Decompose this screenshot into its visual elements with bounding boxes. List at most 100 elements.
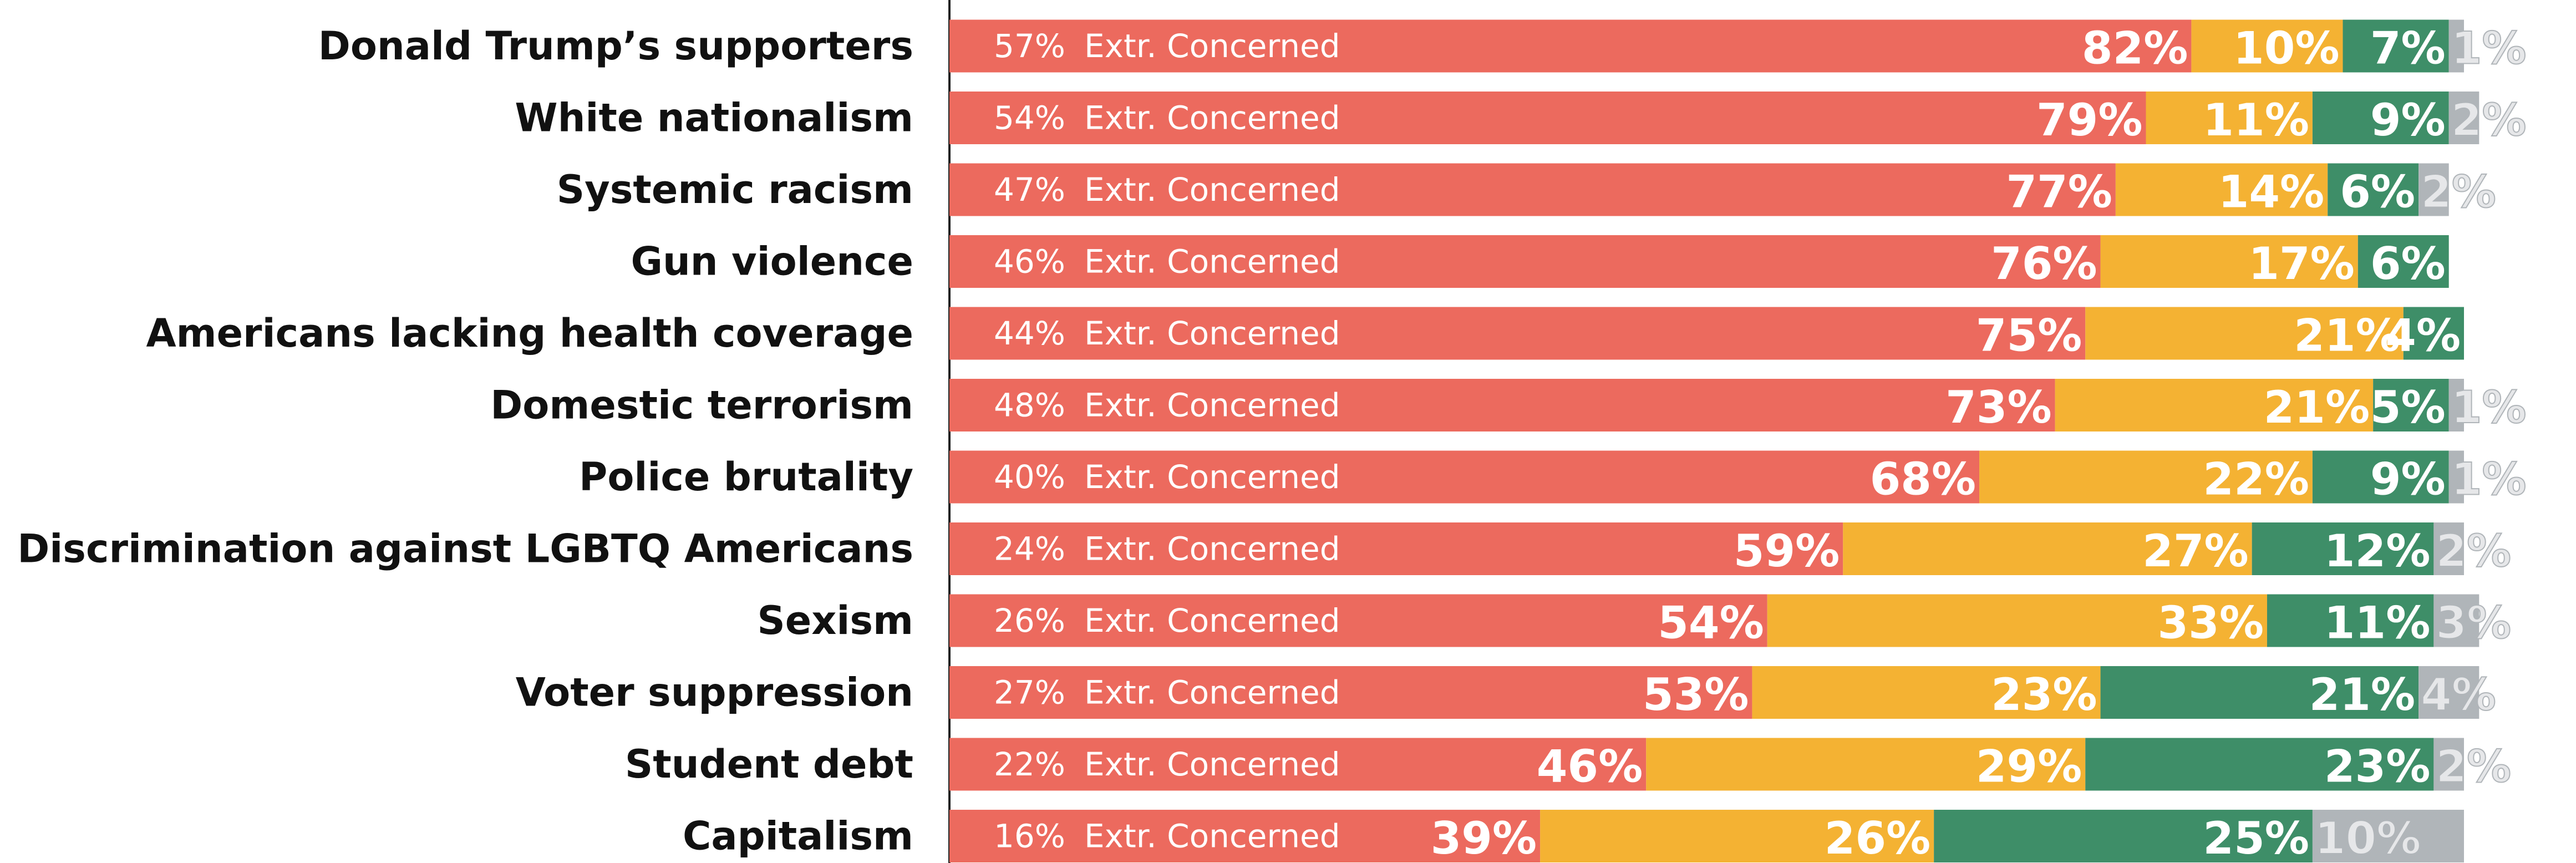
extr-concerned-label: Extr. Concerned — [1084, 27, 1340, 65]
bar-segment — [2312, 92, 2449, 144]
value-label: 29% — [1976, 741, 2082, 793]
category-label: Sexism — [757, 598, 913, 643]
extr-concerned-label: Extr. Concerned — [1084, 602, 1340, 639]
value-label: 33% — [2157, 597, 2263, 649]
extr-concerned-value: 26% — [994, 602, 1065, 639]
value-label: 59% — [1734, 525, 1840, 577]
value-label: 27% — [2142, 525, 2248, 577]
bar-segment — [2448, 450, 2464, 504]
category-label: Domestic terrorism — [490, 383, 913, 428]
value-label: 73% — [1945, 382, 2051, 433]
extr-concerned-label: Extr. Concerned — [1084, 674, 1340, 712]
bar-segment — [1934, 810, 2313, 862]
extr-concerned-value: 24% — [994, 530, 1065, 568]
bar-segment — [949, 163, 2116, 216]
bar-segment — [2448, 19, 2464, 73]
extr-concerned-value: 22% — [994, 745, 1065, 783]
extr-concerned-label: Extr. Concerned — [1084, 745, 1340, 783]
category-label: Gun violence — [631, 239, 913, 285]
value-label: 6% — [2370, 238, 2446, 290]
category-label: Donald Trump’s supporters — [318, 23, 913, 69]
bar-segment — [2357, 235, 2449, 288]
bar-segment — [1843, 522, 2252, 575]
value-label: 5% — [2370, 382, 2446, 433]
value-label: 3% — [2436, 597, 2511, 649]
bar-segment — [2312, 810, 2464, 862]
bar-segment — [2312, 450, 2449, 504]
extr-concerned-value: 47% — [994, 171, 1065, 209]
value-label: 77% — [2006, 166, 2112, 218]
bar-segment — [2448, 92, 2480, 144]
value-label: 53% — [1643, 669, 1749, 720]
bar-segment — [949, 594, 1767, 647]
extr-concerned-value: 27% — [994, 674, 1065, 712]
bar-segment — [2419, 666, 2480, 719]
value-label: 25% — [2203, 813, 2309, 863]
bar-segment — [949, 450, 1980, 504]
extr-concerned-label: Extr. Concerned — [1084, 171, 1340, 209]
value-label: 12% — [2324, 525, 2430, 577]
bar-segment — [1979, 450, 2313, 504]
value-label: 2% — [2436, 525, 2511, 577]
category-label: Police brutality — [579, 454, 913, 500]
value-label: 4% — [2421, 669, 2496, 720]
value-label: 11% — [2203, 94, 2309, 146]
bar-segment — [2448, 379, 2464, 431]
bar-segment — [2328, 163, 2419, 216]
value-label: 2% — [2421, 166, 2496, 218]
bar-segment — [2085, 307, 2404, 360]
extr-concerned-label: Extr. Concerned — [1084, 387, 1340, 424]
value-label: 9% — [2370, 94, 2446, 146]
bar-segment — [2373, 379, 2449, 431]
value-label: 1% — [2451, 454, 2527, 505]
bar-segment — [2146, 92, 2313, 144]
bar-segment — [949, 522, 1843, 575]
bar-segment — [1767, 594, 2267, 647]
bar-segment — [2252, 522, 2434, 575]
value-label: 2% — [2451, 94, 2527, 146]
bar-segment — [2115, 163, 2328, 216]
bar-segment — [2403, 307, 2464, 360]
extr-concerned-label: Extr. Concerned — [1084, 530, 1340, 568]
extr-concerned-value: 40% — [994, 458, 1065, 496]
extr-concerned-value: 57% — [994, 27, 1065, 65]
value-label: 26% — [1825, 813, 1930, 863]
value-label: 1% — [2451, 23, 2527, 74]
value-label: 9% — [2370, 454, 2446, 505]
value-label: 68% — [1870, 454, 1976, 505]
extr-concerned-label: Extr. Concerned — [1084, 458, 1340, 496]
bar-segment — [949, 666, 1752, 719]
value-label: 54% — [1658, 597, 1764, 649]
extr-concerned-value: 48% — [994, 387, 1065, 424]
bar-segment — [949, 235, 2101, 288]
value-label: 17% — [2248, 238, 2354, 290]
category-label: Capitalism — [683, 814, 913, 859]
category-label: Systemic racism — [557, 167, 913, 212]
bar-segment — [1540, 810, 1934, 862]
value-label: 79% — [2036, 94, 2142, 146]
bar-segment — [2419, 163, 2449, 216]
category-label: Americans lacking health coverage — [146, 311, 913, 356]
value-label: 4% — [2385, 310, 2461, 362]
extr-concerned-value: 16% — [994, 818, 1065, 855]
bar-segment — [2085, 738, 2434, 791]
category-label: White nationalism — [515, 95, 913, 141]
extr-concerned-value: 46% — [994, 243, 1065, 281]
category-label: Student debt — [625, 742, 913, 787]
value-label: 6% — [2340, 166, 2415, 218]
bar-segment — [2100, 235, 2358, 288]
value-label: 39% — [1431, 813, 1537, 863]
bar-segment — [2191, 19, 2343, 73]
extr-concerned-label: Extr. Concerned — [1084, 243, 1340, 281]
value-label: 21% — [2294, 310, 2400, 362]
bar-segment — [1752, 666, 2101, 719]
value-label: 7% — [2370, 23, 2446, 74]
bar-segment — [2433, 522, 2464, 575]
value-label: 10% — [2315, 813, 2421, 863]
value-label: 11% — [2324, 597, 2430, 649]
value-label: 2% — [2436, 741, 2511, 793]
extr-concerned-value: 54% — [994, 99, 1065, 137]
value-label: 14% — [2218, 166, 2324, 218]
